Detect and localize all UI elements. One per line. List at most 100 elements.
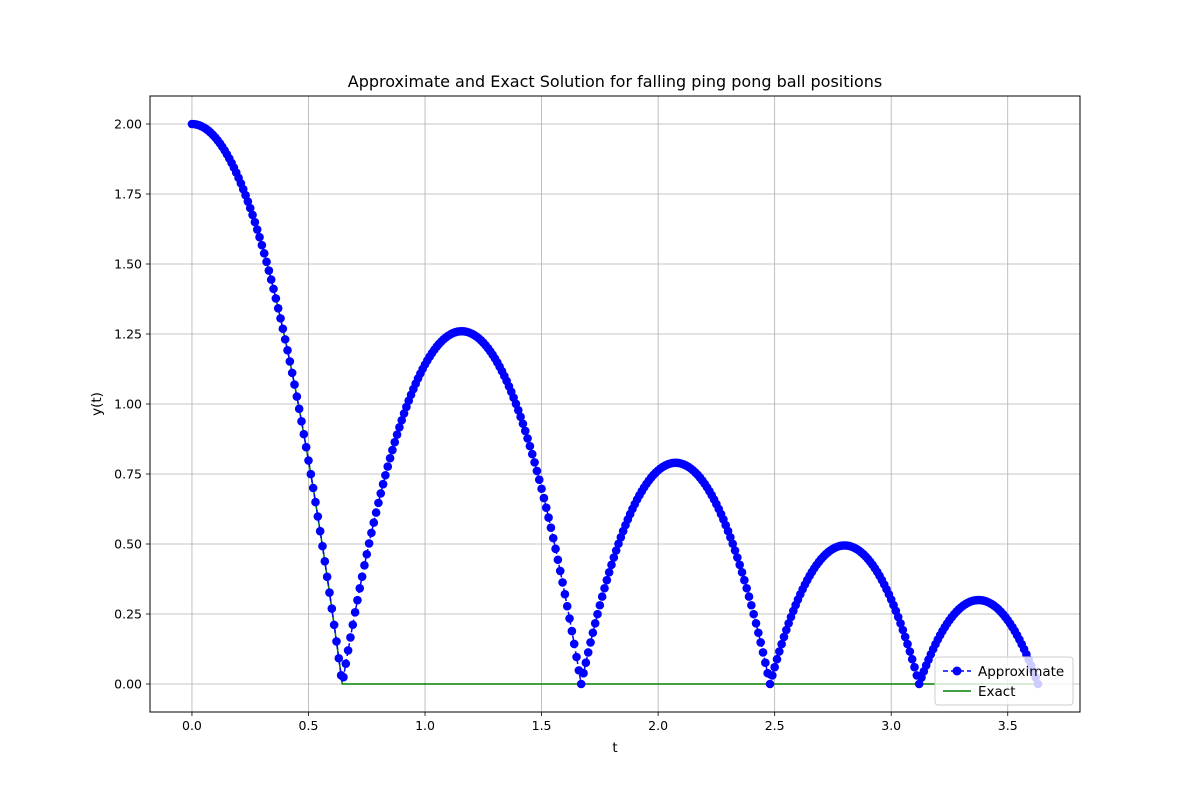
legend: Approximate Exact	[934, 656, 1074, 706]
approximate-point	[777, 639, 786, 649]
approximate-point	[322, 572, 332, 582]
y-tick-label: 0.75	[114, 467, 142, 482]
x-tick-label: 1.5	[532, 718, 552, 733]
legend-box	[934, 656, 1074, 706]
approximate-point	[257, 240, 267, 250]
x-tick-label: 1.0	[415, 718, 435, 733]
approximate-point	[910, 662, 919, 672]
approximate-point	[539, 493, 549, 503]
x-axis-label: t	[612, 740, 617, 756]
approximate-point	[567, 626, 577, 636]
x-tick-label: 0.5	[299, 718, 319, 733]
approximate-point	[569, 639, 579, 649]
approximate-point	[308, 483, 318, 493]
approximate-point	[523, 434, 532, 443]
approximate-point	[313, 512, 323, 521]
approximate-point	[749, 609, 758, 619]
approximate-point	[768, 671, 777, 680]
approximate-point	[558, 578, 567, 587]
approximate-point	[761, 658, 770, 667]
approximate-point	[399, 409, 409, 418]
approximate-point	[611, 546, 621, 555]
approximate-point	[325, 588, 334, 597]
approximate-point	[280, 335, 290, 344]
approximate-point	[779, 632, 789, 642]
approximate-point	[579, 668, 588, 678]
approximate-point	[530, 458, 539, 467]
approximate-point	[301, 442, 311, 452]
approximate-point	[728, 539, 738, 549]
approximate-point	[770, 662, 779, 672]
approximate-point	[269, 284, 278, 294]
approximate-point	[374, 498, 383, 508]
approximate-point	[392, 430, 402, 439]
x-tick-label: 3.5	[998, 718, 1018, 733]
legend-approximate-marker	[952, 666, 962, 676]
approximate-point	[609, 553, 619, 562]
approximate-point	[513, 405, 523, 415]
approximate-point	[243, 197, 253, 206]
approximate-point	[607, 560, 616, 570]
approximate-point	[388, 445, 397, 455]
approximate-point	[273, 303, 283, 313]
approximate-point	[245, 203, 255, 213]
approximate-point	[537, 484, 546, 494]
approximate-point	[754, 628, 763, 638]
approximate-point	[346, 633, 355, 642]
approximate-point	[376, 489, 386, 498]
approximate-point	[383, 462, 393, 471]
approximate-point	[334, 653, 344, 663]
y-tick-label: 1.00	[114, 397, 142, 412]
approximate-point	[381, 470, 390, 480]
approximate-point	[593, 609, 602, 619]
approximate-point	[597, 592, 607, 601]
approximate-point	[332, 637, 341, 646]
series-layer	[187, 119, 1043, 689]
approximate-point	[266, 275, 276, 284]
approximate-point	[353, 595, 362, 605]
ticks: 0.0 0.5 1.0 1.5 2.0 2.5 3.0 3.5 0.00 0.25 0.50 0.75…	[114, 117, 1018, 734]
approximate-point	[765, 679, 775, 689]
approximate-point	[278, 324, 288, 334]
approximate-point	[772, 654, 782, 664]
approximate-point	[553, 555, 563, 565]
approximate-point	[350, 608, 360, 617]
approximate-point	[343, 646, 353, 655]
approximate-point	[614, 539, 623, 549]
approximate-point	[782, 625, 791, 635]
x-tick-label: 2.0	[648, 718, 668, 733]
approximate-point	[315, 526, 325, 536]
approximate-point	[525, 441, 535, 451]
approximate-point	[329, 620, 339, 630]
approximate-point	[562, 601, 572, 611]
y-tick-label: 1.50	[114, 257, 142, 272]
approximate-point	[283, 345, 292, 355]
approximate-point	[516, 412, 525, 422]
approximate-point	[751, 619, 761, 628]
approximate-point	[602, 575, 612, 585]
approximate-point	[588, 628, 598, 638]
approximate-point	[255, 232, 264, 242]
y-tick-label: 1.75	[114, 187, 142, 202]
approximate-point	[555, 566, 565, 576]
y-tick-label: 2.00	[114, 117, 142, 132]
approximate-point	[740, 575, 749, 585]
approximate-point	[259, 249, 269, 258]
approximate-point	[264, 266, 274, 275]
approximate-point	[541, 503, 551, 512]
approximate-point	[357, 572, 367, 581]
y-tick-label: 1.25	[114, 327, 142, 342]
approximate-point	[390, 437, 400, 447]
approximate-point	[532, 466, 542, 476]
approximate-point	[378, 479, 388, 489]
approximate-point	[744, 592, 754, 601]
approximate-point	[339, 672, 348, 682]
approximate-point	[299, 429, 309, 439]
approximate-point	[576, 679, 586, 689]
approximate-point	[590, 619, 600, 628]
approximate-point	[527, 449, 537, 459]
approximate-point	[896, 619, 905, 628]
approximate-point	[290, 380, 299, 389]
approximate-point	[905, 647, 915, 656]
approximate-point	[276, 314, 285, 323]
